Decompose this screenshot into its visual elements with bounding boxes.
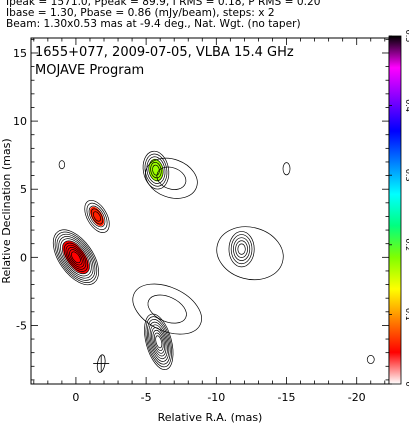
contour-level [153, 332, 164, 351]
contour-level [69, 249, 83, 266]
jet-component-1 [84, 199, 110, 233]
contour-level [233, 237, 251, 261]
colorbar-tick-label: 0.1 [404, 308, 409, 321]
polarization-patch [148, 158, 164, 182]
colorbar-tick-label: 0.3 [404, 169, 409, 182]
jet-component-5 [132, 283, 202, 335]
contour-level [216, 226, 284, 281]
colorbar [388, 35, 402, 385]
contour-level [156, 166, 187, 190]
jet-component-0 [52, 229, 99, 286]
contour-level [52, 229, 99, 286]
contour-level [366, 355, 375, 364]
contour-level [58, 160, 66, 170]
contour-level [88, 205, 106, 228]
y-tick-label: 5 [20, 183, 27, 196]
contour-level [60, 238, 92, 277]
contour-level [84, 199, 110, 233]
contour-level [56, 233, 96, 281]
x-tick-label: -5 [141, 391, 152, 404]
x-axis-label: Relative R.A. (mas) [158, 411, 263, 424]
contour-level [237, 243, 246, 255]
y-tick-label: 15 [13, 47, 27, 60]
contour-level [61, 240, 90, 275]
x-tick-label: -10 [207, 391, 225, 404]
contour-level [149, 324, 168, 360]
contour-level [71, 251, 81, 264]
contour-level [145, 316, 172, 368]
beam-ellipse [96, 354, 106, 373]
contour-level [65, 244, 87, 270]
contour-level [145, 157, 198, 199]
contour-level [228, 231, 255, 268]
chart-title: 1655+077, 2009-07-05, VLBA 15.4 GHz [35, 45, 294, 60]
header-line-2: Ibase = 1.30, Pbase = 0.86 (mJy/beam), s… [6, 7, 275, 19]
contour-level [63, 242, 89, 272]
contour-level [152, 329, 166, 354]
jet-component-7 [216, 226, 284, 281]
jet-component-8 [282, 162, 291, 176]
header: Ipeak = 1571.0, Ppeak = 89.9, I RMS = 0.… [6, 0, 406, 30]
plot-body [52, 150, 375, 373]
contour-level [58, 236, 94, 279]
contour-level [148, 321, 170, 362]
y-tick-label: 10 [13, 115, 27, 128]
jet-component-9 [366, 355, 375, 364]
y-axis-label: Relative Declination (mas) [0, 138, 13, 283]
contour-level [132, 283, 202, 335]
x-tick-label: -20 [348, 391, 366, 404]
contour-level [282, 162, 291, 176]
contour-level [90, 208, 104, 225]
jet-component-2 [142, 150, 170, 190]
colorbar-ticks: 0 0.1 0.2 0.3 0.4 0.5 [389, 30, 409, 387]
contour-level [86, 202, 108, 231]
contour-level [147, 294, 187, 324]
contour-level [144, 313, 174, 370]
jet-component-4 [144, 313, 174, 370]
contour-level [235, 240, 248, 258]
jet-component-6 [228, 231, 255, 268]
header-line-3: Beam: 1.30x0.53 mas at -9.4 deg., Nat. W… [6, 18, 301, 30]
y-tick-label: 0 [20, 251, 27, 264]
contour-level [155, 335, 163, 349]
contour-level [146, 319, 171, 365]
polarization-patch [89, 206, 105, 227]
colorbar-tick-label: 0 [404, 381, 409, 386]
colorbar-tick-label: 0.2 [404, 238, 409, 251]
x-tick-label: -15 [278, 391, 296, 404]
contour-level [93, 211, 101, 222]
plot-axes: 0 -5 -10 -15 -20 -5 0 5 10 15 [13, 38, 389, 404]
x-tick-label: 0 [72, 391, 79, 404]
jet-component-3 [145, 157, 198, 199]
contour-level [142, 150, 170, 190]
chart-subtitle: MOJAVE Program [35, 63, 144, 78]
header-line-1: Ipeak = 1571.0, Ppeak = 89.9, I RMS = 0.… [6, 0, 321, 8]
colorbar-tick-label: 0.5 [404, 30, 409, 43]
contour-level [54, 231, 98, 283]
y-tick-label: -5 [16, 319, 27, 332]
contour-level [230, 234, 253, 265]
contour-level [67, 247, 85, 268]
polarization-patch [62, 241, 90, 274]
jet-component-10 [58, 160, 66, 170]
contour-level [146, 156, 166, 184]
colorbar-tick-label: 0.4 [404, 99, 409, 112]
